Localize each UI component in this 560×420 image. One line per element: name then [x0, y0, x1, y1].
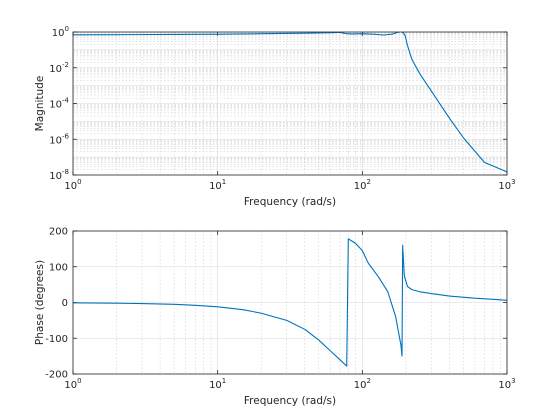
phase-ytick-label: 200 — [49, 227, 68, 238]
magnitude-ytick-label: 100 — [52, 25, 69, 39]
magnitude-xlabel: Frequency (rad/s) — [244, 196, 336, 208]
phase-xlabel: Frequency (rad/s) — [244, 395, 336, 407]
magnitude-grid — [72, 31, 508, 176]
magnitude-xtick-label: 102 — [354, 178, 371, 192]
phase-xtick-label: 100 — [64, 377, 81, 391]
magnitude-ytick-label: 10-2 — [49, 61, 69, 75]
magnitude-ytick-label: 10-8 — [49, 168, 69, 182]
magnitude-plot: 100 101 102 103 10-8 10-6 10-4 10-2 100 Frequency… — [34, 25, 516, 208]
magnitude-series-line — [73, 32, 507, 173]
phase-ylabel: Phase (degrees) — [34, 260, 46, 345]
phase-series-line — [73, 238, 507, 367]
magnitude-axes-frame — [72, 31, 508, 176]
phase-xtick-label: 102 — [354, 377, 371, 391]
phase-axes-frame — [72, 230, 508, 375]
magnitude-ylabel: Magnitude — [34, 76, 46, 132]
phase-grid — [72, 230, 508, 375]
magnitude-ytick-label: 10-6 — [49, 132, 69, 146]
phase-xtick-label: 101 — [209, 377, 226, 391]
magnitude-xtick-label: 100 — [64, 178, 81, 192]
magnitude-ytick-label: 10-4 — [49, 97, 69, 111]
magnitude-xtick-label: 103 — [498, 178, 515, 192]
phase-plot: 100 101 102 103 -200 -100 0 100 200 Frequency (ra… — [34, 227, 516, 408]
phase-ytick-label: 100 — [49, 262, 68, 273]
phase-xtick-label: 103 — [498, 377, 515, 391]
phase-ytick-label: -200 — [45, 370, 68, 381]
phase-ytick-label: 0 — [62, 298, 68, 309]
magnitude-xtick-label: 101 — [209, 178, 226, 192]
phase-ytick-label: -100 — [45, 334, 68, 345]
